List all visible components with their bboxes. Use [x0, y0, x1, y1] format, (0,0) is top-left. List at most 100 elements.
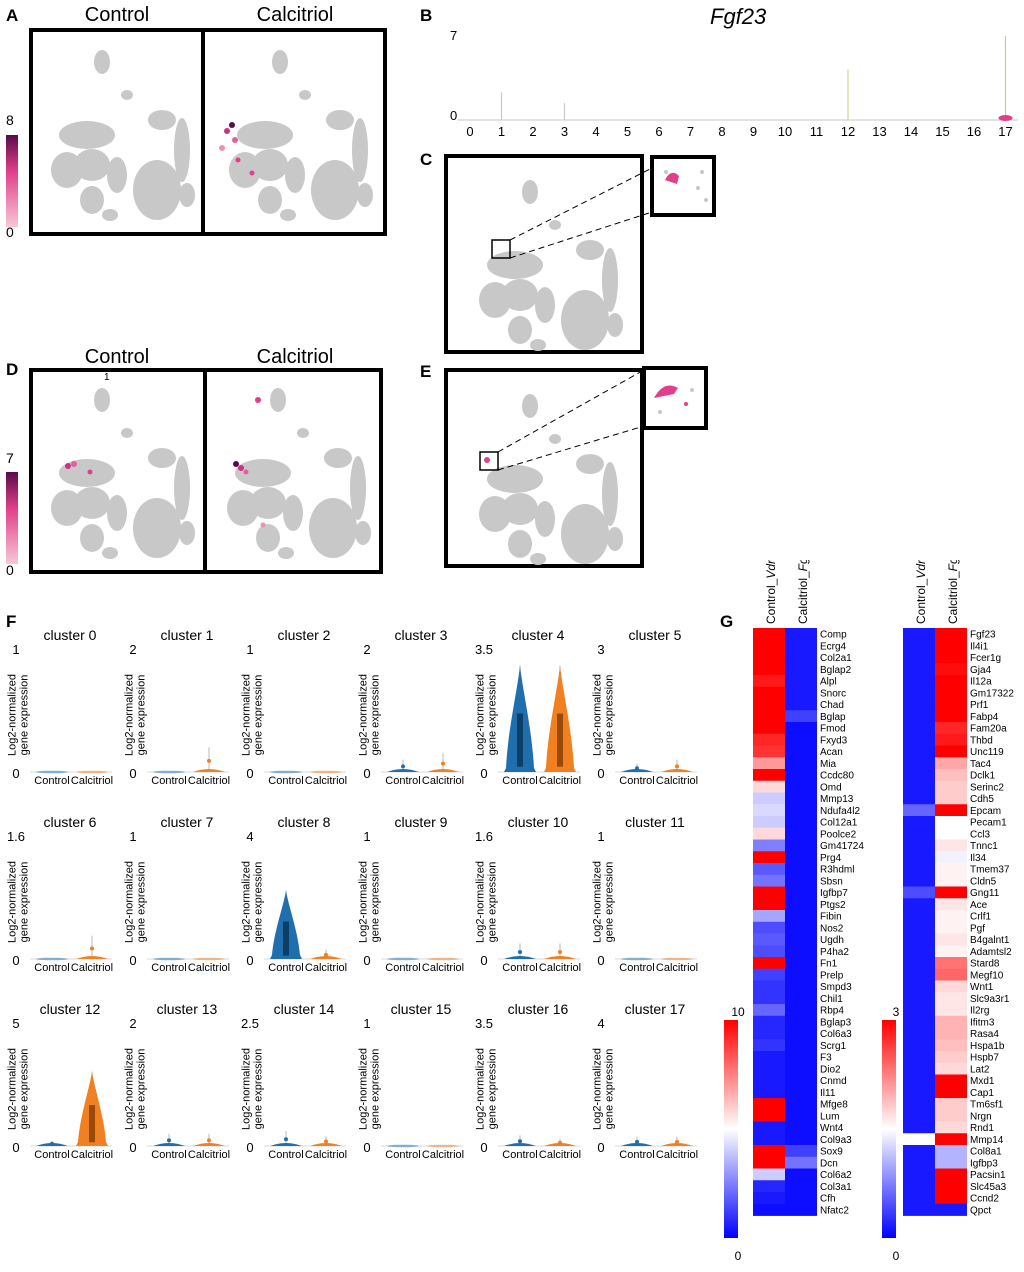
heatmap-cell: [785, 1192, 817, 1205]
violin-ymin: 0: [597, 953, 604, 968]
violin-ymax: 1: [12, 642, 19, 657]
violin-ylabel: Log2-normalizedgene expression: [123, 674, 147, 756]
heatmap-gene-label: Thbd: [970, 735, 993, 746]
heatmap-cell: [753, 710, 785, 723]
heatmap-cell: [753, 1156, 785, 1169]
violin-box: [557, 713, 563, 767]
heatmap-column-label: Calcitriol_Fgf23 (+): [796, 560, 810, 624]
violin-ymin: 0: [363, 953, 370, 968]
heatmap-cell: [935, 1145, 967, 1158]
violin-subplot: cluster 2 1 0 Log2-normalizedgene expressio…: [240, 627, 347, 787]
heatmap-gene-label: Tnnc1: [970, 841, 998, 852]
heatmap-cell: [753, 1192, 785, 1205]
violin-point: [441, 761, 445, 766]
heatmap-gene-label: Smpd3: [820, 982, 852, 993]
violin-ylabel: Log2-normalizedgene expression: [240, 674, 264, 756]
heatmap-gene-label: Mxd1: [970, 1076, 995, 1087]
heatmap-cell: [903, 1062, 935, 1075]
violin-xlabel-calcitriol: Calcitriol: [422, 962, 464, 974]
heatmap-cell: [753, 1145, 785, 1158]
panel-label-d: D: [6, 360, 19, 379]
panel-d-control-title: Control: [84, 346, 150, 368]
violin-xlabel-control: Control: [151, 962, 186, 974]
heatmap-cell: [785, 921, 817, 934]
violin-xlabel-control: Control: [34, 1149, 69, 1161]
violin-xlabel-calcitriol: Calcitriol: [656, 1149, 698, 1161]
heatmap-gene-label: Ccdc80: [820, 771, 854, 782]
violin-ymin: 0: [246, 953, 253, 968]
panel-label-a: A: [6, 6, 19, 25]
heatmap-cell: [785, 1051, 817, 1064]
violin-ymin: 0: [129, 1140, 136, 1155]
heatmap-gene-label: Ecrg4: [820, 641, 847, 652]
violin-xlabel-control: Control: [502, 962, 537, 974]
heatmap-cell: [903, 1027, 935, 1040]
heatmap-gene-label: Chil1: [820, 994, 843, 1005]
violin-xlabel-calcitriol: Calcitriol: [305, 962, 347, 974]
violin-xlabel-calcitriol: Calcitriol: [305, 775, 347, 787]
violin-flat: [270, 770, 302, 774]
violin-point: [90, 946, 94, 951]
violin-ymin: 0: [129, 766, 136, 781]
violin-subplot: cluster 3 2 0 Log2-normalizedgene expressio…: [357, 627, 464, 787]
heatmap-cell: [785, 710, 817, 723]
heatmap-cell: [903, 1133, 935, 1146]
heatmap-gene-label: Mmp14: [970, 1135, 1004, 1146]
heatmap-gene-label: Col12a1: [820, 818, 858, 829]
heatmap-gene-label: Il4i1: [970, 641, 989, 652]
violin-subplot: cluster 1 2 0 Log2-normalizedgene expressio…: [123, 627, 230, 787]
heatmap-cell: [935, 957, 967, 970]
violin-box: [283, 921, 289, 956]
violin-ymin: 0: [129, 953, 136, 968]
violin-flat: [661, 957, 693, 961]
heatmap-cell: [903, 921, 935, 934]
panel-d-umap: [6, 368, 383, 574]
heatmap-gene-label: Nfatc2: [820, 1205, 849, 1216]
heatmap-cell: [785, 639, 817, 652]
violin-point: [558, 950, 562, 955]
heatmap-gene-label: Poolce2: [820, 829, 857, 840]
heatmap-scale-right-max: 3: [893, 1005, 900, 1019]
violin-body: [504, 956, 536, 959]
heatmap-gene-label: Gm41724: [820, 841, 864, 852]
violin-title: cluster 15: [391, 1001, 452, 1017]
heatmap-gene-label: Crlf1: [970, 912, 992, 923]
heatmap-gene-label: Fn1: [820, 959, 838, 970]
heatmap-gene-label: Ace: [970, 900, 988, 911]
heatmap-cell: [935, 710, 967, 723]
violin-ylabel: Log2-normalizedgene expression: [6, 1048, 30, 1130]
heatmap-cell: [903, 945, 935, 958]
heatmap-gene-label: Col6a3: [820, 1029, 852, 1040]
heatmap-cell: [785, 1027, 817, 1040]
panel-a-scale-max: 8: [6, 112, 14, 128]
heatmap-cell: [753, 757, 785, 770]
heatmap-cell: [935, 874, 967, 887]
heatmap-gene-label: Slc9a3r1: [970, 994, 1010, 1005]
heatmap-gene-label: Rasa4: [970, 1029, 999, 1040]
heatmap-cell: [753, 1004, 785, 1017]
heatmap-cell: [753, 1039, 785, 1052]
violin-xlabel-control: Control: [502, 1149, 537, 1161]
heatmap-gene-label: Gm17322: [970, 688, 1014, 699]
heatmap-cell: [935, 675, 967, 688]
heatmap-cell: [903, 710, 935, 723]
heatmap-gene-label: Bglap3: [820, 1017, 852, 1028]
heatmap-cell: [785, 745, 817, 758]
heatmap-gene-label: Il34: [970, 853, 987, 864]
heatmap-cell: [785, 1145, 817, 1158]
heatmap-cell: [903, 1039, 935, 1052]
heatmap-gene-label: Tmem37: [970, 865, 1010, 876]
violin-point: [284, 1137, 288, 1142]
heatmap-cell: [753, 1109, 785, 1122]
heatmap-cell: [753, 992, 785, 1005]
heatmap-cell: [753, 698, 785, 711]
heatmap-cell: [785, 1086, 817, 1099]
heatmap-cell: [753, 910, 785, 923]
heatmap-cell: [785, 827, 817, 840]
heatmap-gene-label: Pecam1: [970, 818, 1007, 829]
heatmap-cell: [903, 839, 935, 852]
heatmap-cell: [753, 1015, 785, 1028]
heatmap-cell: [935, 804, 967, 817]
heatmap-cell: [753, 921, 785, 934]
panel-label-e: E: [420, 362, 432, 381]
